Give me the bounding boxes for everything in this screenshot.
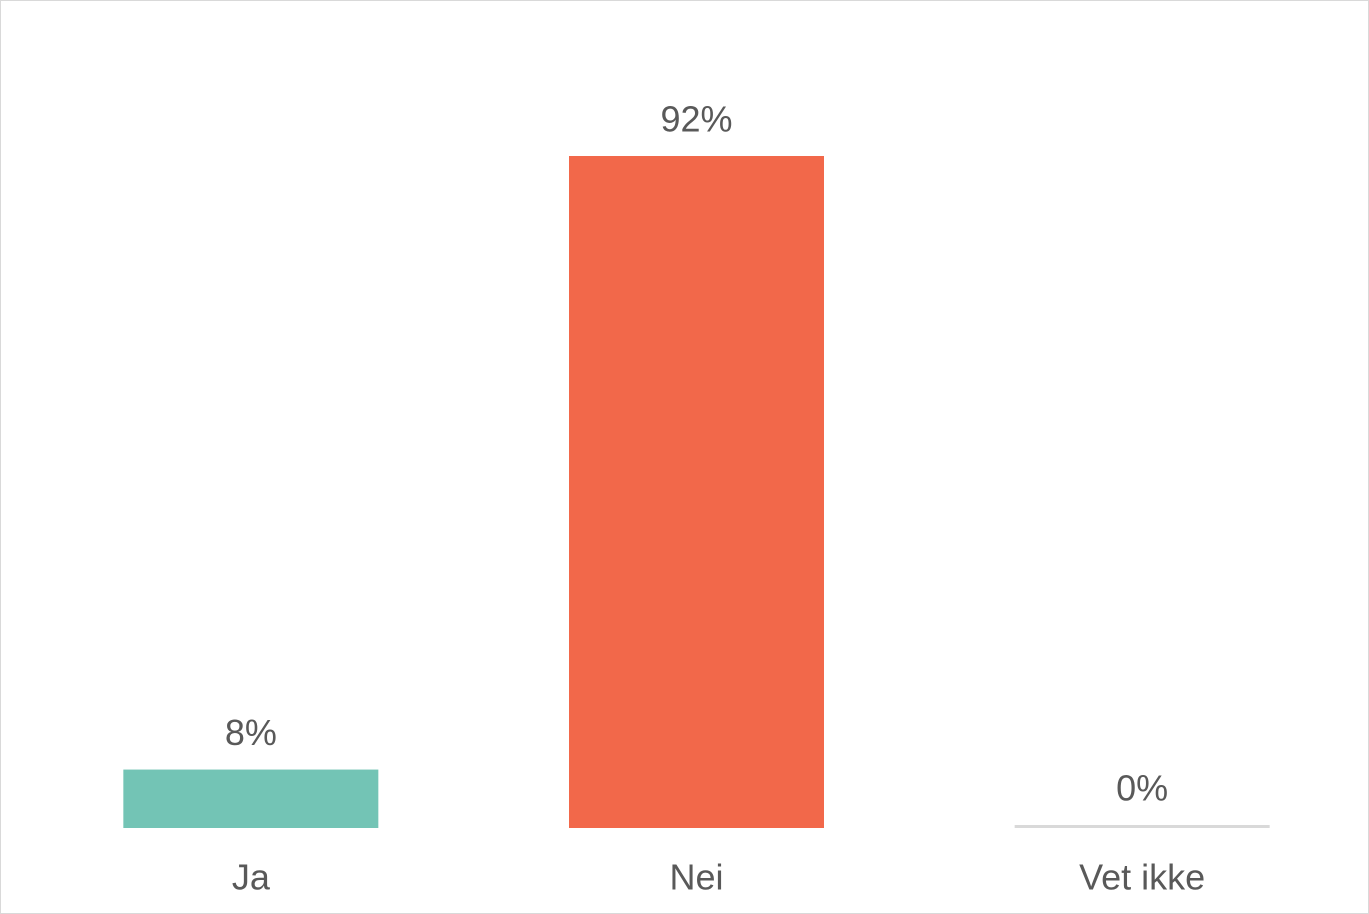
x-tick-label: Vet ikke	[1079, 857, 1205, 898]
x-tick-label: Nei	[669, 857, 723, 898]
bar	[1014, 825, 1270, 828]
bar	[123, 769, 379, 828]
bar	[569, 156, 824, 828]
data-label: 8%	[225, 712, 277, 753]
data-label: 0%	[1116, 768, 1168, 809]
data-label: 92%	[660, 99, 732, 140]
x-tick-label: Ja	[232, 857, 271, 898]
